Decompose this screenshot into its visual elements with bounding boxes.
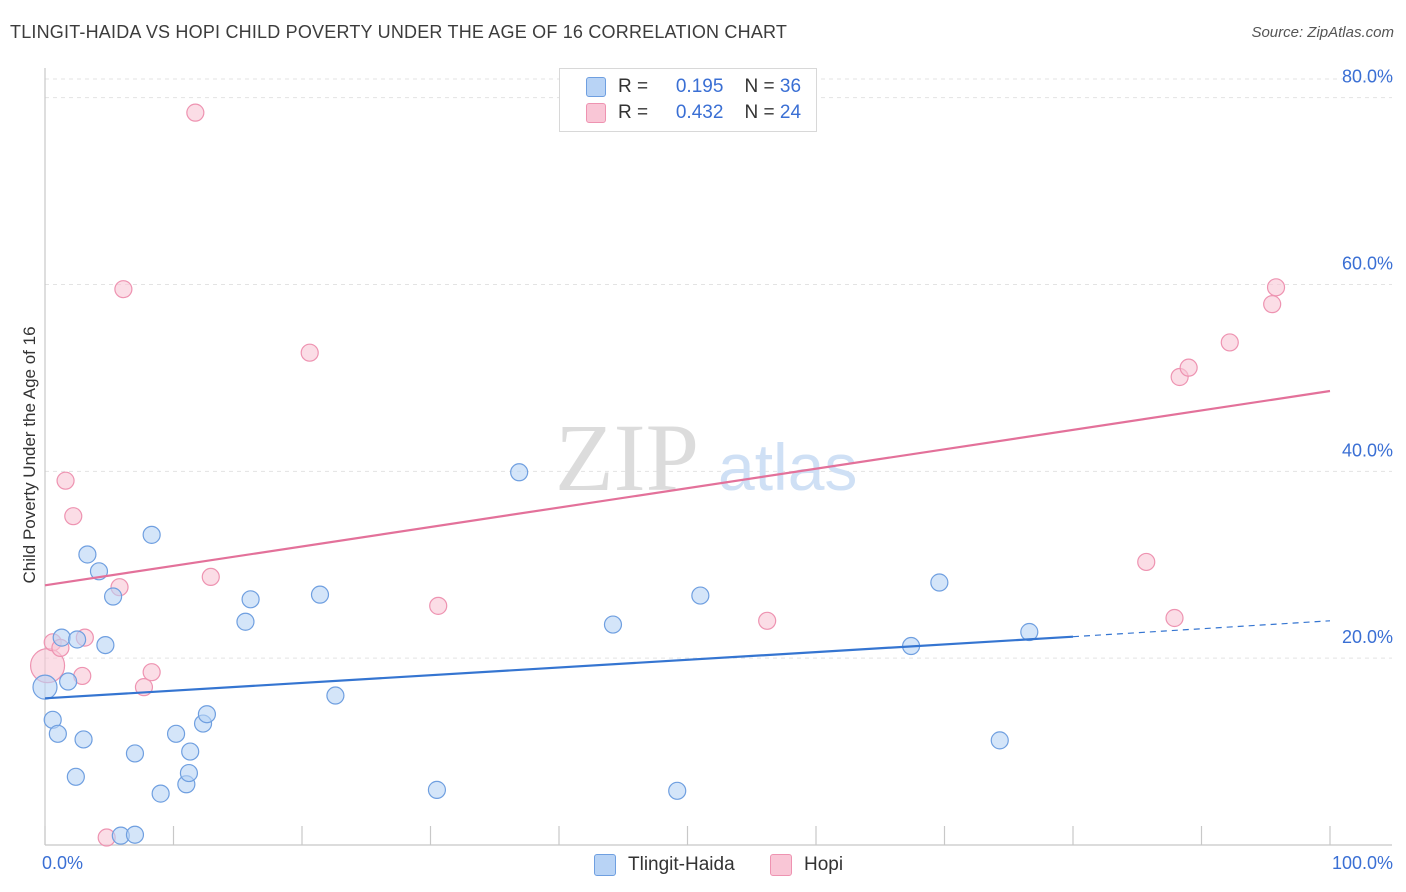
hopi-point <box>1137 552 1156 572</box>
tlingit-haida-point <box>48 724 67 743</box>
tlingit-haida-trend-line <box>44 635 1074 700</box>
tlingit-haida-point <box>179 763 199 783</box>
legend-row-tlingit-haida: R = 0.195 N = 36 <box>586 75 802 99</box>
tlingit-haida-point <box>691 586 710 605</box>
hopi-point <box>56 471 75 490</box>
y-tick-label: 40.0% <box>1342 440 1393 460</box>
tlingit-haida-point <box>151 784 170 803</box>
legend-n-value: 36 <box>779 76 802 97</box>
legend-swatch-blue <box>586 77 606 97</box>
legend-n-label: N = <box>744 102 775 123</box>
legend-row-hopi: R = 0.432 N = 24 <box>586 101 802 125</box>
y-tick-label: 80.0% <box>1342 67 1393 87</box>
tlingit-haida-point <box>52 628 71 647</box>
legend-r-label: R = <box>618 76 649 97</box>
hopi-point <box>186 103 205 122</box>
tlingit-haida-point <box>181 742 200 761</box>
hopi-point <box>300 343 319 362</box>
bottom-legend-tlingit-haida: Tlingit-Haida <box>594 852 735 878</box>
tlingit-haida-point <box>930 573 949 592</box>
stats-legend: R = 0.195 N = 36 R = 0.432 N = 24 <box>559 68 817 132</box>
tlingit-haida-point <box>427 780 447 799</box>
y-tick-label: 20.0% <box>1342 627 1393 647</box>
tlingit-haida-point <box>990 731 1009 750</box>
x-tick-label-min: 0.0% <box>42 853 83 873</box>
hopi-point <box>1220 333 1239 352</box>
tlingit-haida-point <box>66 767 85 786</box>
tlingit-haida-point <box>104 587 123 606</box>
tlingit-haida-point <box>241 590 260 609</box>
hopi-point <box>114 280 133 299</box>
hopi-point <box>142 663 161 682</box>
legend-swatch-pink <box>586 103 606 123</box>
bottom-legend-swatch-blue <box>594 854 616 876</box>
hopi-point <box>758 611 777 630</box>
hopi-point <box>64 507 83 526</box>
tlingit-haida-point <box>166 724 186 743</box>
tlingit-haida-point <box>510 463 529 482</box>
hopi-point <box>1165 608 1184 628</box>
trend-lines <box>44 389 1331 700</box>
tlingit-haida-point <box>197 705 217 724</box>
tlingit-haida-point <box>125 825 145 844</box>
legend-n-label: N = <box>744 76 775 97</box>
tlingit-haida-point <box>310 585 330 604</box>
hopi-point <box>1263 295 1282 314</box>
tlingit-haida-point <box>603 615 623 634</box>
tlingit-haida-point <box>236 612 255 631</box>
legend-r-value: 0.432 <box>675 102 724 123</box>
tick-labels: 20.0% 40.0% 60.0% 80.0% 0.0% 100.0% <box>42 67 1393 873</box>
hopi-point <box>429 596 448 615</box>
x-tick-label-max: 100.0% <box>1332 853 1393 873</box>
bottom-legend-swatch-pink <box>770 854 792 876</box>
tlingit-haida-point <box>142 525 161 544</box>
tlingit-haida-point <box>78 545 97 564</box>
watermark-atlas: atlas <box>718 430 857 504</box>
tlingit-haida-point <box>59 672 78 691</box>
legend-r-value: 0.195 <box>675 76 724 97</box>
tlingit-haida-point <box>668 781 687 800</box>
watermark-zip: ZIP <box>555 404 699 511</box>
legend-r-label: R = <box>618 102 649 123</box>
tlingit-haida-point <box>32 674 58 700</box>
tlingit-haida-point <box>1020 622 1039 642</box>
y-tick-label: 60.0% <box>1342 254 1393 274</box>
hopi-trend-line <box>44 389 1331 587</box>
hopi-point <box>1179 358 1198 377</box>
tlingit-haida-point <box>125 744 145 763</box>
tlingit-haida-point <box>68 630 87 649</box>
tlingit-haida-trend-extension <box>1072 620 1331 638</box>
legend-n-value: 24 <box>779 102 802 123</box>
tlingit-haida-point <box>326 686 345 705</box>
chart-title: TLINGIT-HAIDA VS HOPI CHILD POVERTY UNDE… <box>10 22 788 42</box>
bottom-legend-label: Hopi <box>804 854 844 875</box>
hopi-point <box>1266 278 1286 297</box>
hopi-point <box>201 567 220 587</box>
tlingit-haida-point <box>96 635 115 655</box>
tlingit-haida-point <box>74 730 93 749</box>
source-label: Source: ZipAtlas.com <box>1251 24 1394 41</box>
bottom-legend-hopi: Hopi <box>770 852 843 878</box>
hopi-points <box>29 103 1286 847</box>
bottom-legend-label: Tlingit-Haida <box>628 854 735 875</box>
tlingit-haida-points <box>32 463 1039 845</box>
